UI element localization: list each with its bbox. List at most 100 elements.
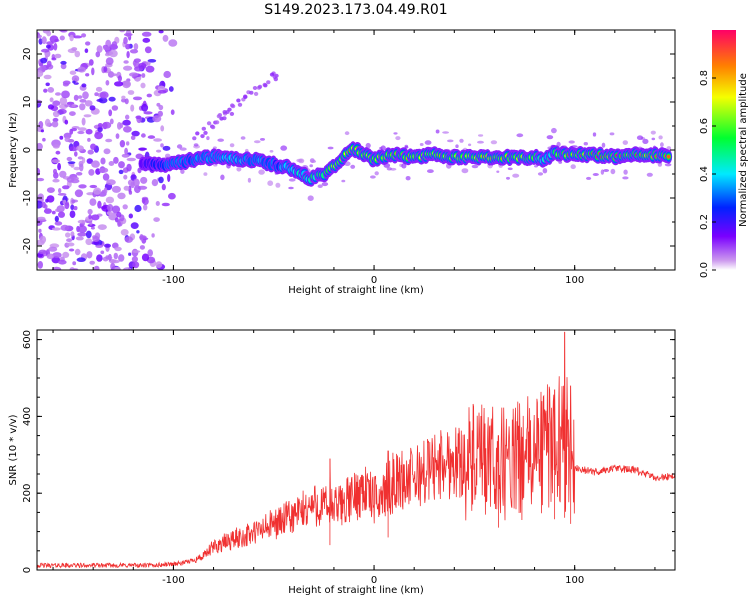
noise-blob <box>100 157 106 165</box>
noise-blob <box>344 131 350 136</box>
noise-blob <box>288 186 294 190</box>
noise-blob <box>69 146 78 152</box>
noise-blob <box>43 88 48 93</box>
colorbar-tick-label: 0.2 <box>699 214 710 230</box>
noise-blob <box>67 161 76 165</box>
noise-blob <box>222 116 227 121</box>
noise-blob <box>138 62 147 69</box>
noise-blob <box>69 70 77 75</box>
noise-blob <box>133 43 139 51</box>
noise-blob <box>89 105 96 111</box>
noise-blob <box>507 167 513 171</box>
noise-blob <box>60 63 67 70</box>
noise-blob <box>70 164 75 168</box>
noise-blob <box>168 86 174 92</box>
noise-blob <box>225 110 230 114</box>
noise-blob <box>134 185 141 194</box>
noise-blob <box>143 204 148 211</box>
noise-blob <box>71 128 77 132</box>
noise-blob <box>113 156 119 164</box>
noise-blob <box>121 95 126 100</box>
noise-blob <box>105 138 113 143</box>
noise-blob <box>52 252 62 259</box>
noise-blob <box>54 215 59 222</box>
noise-blob <box>71 104 76 108</box>
noise-blob <box>88 169 95 176</box>
spectrogram-x-tick-label: -100 <box>162 275 185 286</box>
noise-blob <box>610 168 616 175</box>
noise-blob <box>139 235 147 240</box>
noise-blob <box>37 70 44 78</box>
noise-blob <box>123 174 128 180</box>
noise-blob <box>125 43 131 50</box>
noise-blob <box>307 195 314 201</box>
noise-blob <box>109 49 118 58</box>
colorbar-tick-label: 0.0 <box>699 262 710 278</box>
spectrogram-x-tick-label: 0 <box>371 275 377 286</box>
noise-blob <box>93 265 100 270</box>
noise-blob <box>151 233 155 238</box>
noise-blob <box>124 98 129 105</box>
noise-blob <box>395 136 401 141</box>
noise-blob <box>37 177 45 182</box>
noise-blob <box>592 132 597 137</box>
noise-blob <box>63 132 72 139</box>
noise-blob <box>69 111 76 116</box>
noise-blob <box>131 130 140 137</box>
noise-blob <box>69 210 76 218</box>
noise-blob <box>64 202 70 210</box>
noise-blob <box>70 231 75 237</box>
noise-blob <box>73 94 79 101</box>
noise-blob <box>131 256 138 263</box>
noise-blob <box>153 138 163 142</box>
noise-blob <box>103 187 108 195</box>
noise-blob <box>99 167 109 173</box>
noise-blob <box>126 141 130 146</box>
noise-blob <box>85 128 93 135</box>
noise-blob <box>92 236 100 242</box>
noise-blob <box>37 142 43 151</box>
noise-blob <box>193 143 199 147</box>
noise-blob <box>570 164 576 170</box>
noise-blob <box>46 30 52 37</box>
noise-blob <box>129 49 139 54</box>
noise-blob <box>203 130 208 135</box>
noise-blob <box>496 170 500 173</box>
noise-blob <box>124 236 133 243</box>
noise-blob <box>229 111 235 116</box>
noise-blob <box>247 177 251 183</box>
noise-blob <box>84 48 89 53</box>
noise-blob <box>107 204 114 212</box>
noise-blob <box>106 211 113 216</box>
noise-blob <box>74 248 81 256</box>
noise-blob <box>217 138 224 142</box>
snr-panel: -100 0 100 0 200 400 600 Height of straight li… <box>8 329 676 596</box>
noise-blob <box>65 232 71 238</box>
spectrogram-y-tick-label: -10 <box>22 190 33 206</box>
noise-blob <box>140 176 148 184</box>
noise-blob <box>108 161 115 166</box>
noise-blob <box>321 182 329 187</box>
spectrogram-x-tick-label: 100 <box>565 275 584 286</box>
noise-blob <box>267 180 274 186</box>
noise-blob <box>110 262 116 270</box>
snr-marks <box>37 331 675 569</box>
noise-blob <box>155 201 160 206</box>
noise-blob <box>52 144 60 149</box>
noise-blob <box>161 202 170 207</box>
noise-blob <box>143 111 153 115</box>
noise-blob <box>113 266 122 270</box>
noise-blob <box>57 193 67 196</box>
noise-blob <box>81 83 87 88</box>
noise-blob <box>75 236 84 241</box>
colorbar: 0.0 0.2 0.4 0.6 0.8 Normalized spectral ampl… <box>699 30 749 278</box>
noise-blob <box>51 227 61 231</box>
noise-blob <box>258 169 265 175</box>
noise-blob <box>68 248 75 252</box>
noise-blob <box>170 109 175 115</box>
noise-blob <box>155 261 163 268</box>
noise-blob <box>311 159 317 163</box>
noise-blob <box>77 156 84 160</box>
noise-blob <box>72 35 83 39</box>
noise-blob <box>542 168 548 174</box>
